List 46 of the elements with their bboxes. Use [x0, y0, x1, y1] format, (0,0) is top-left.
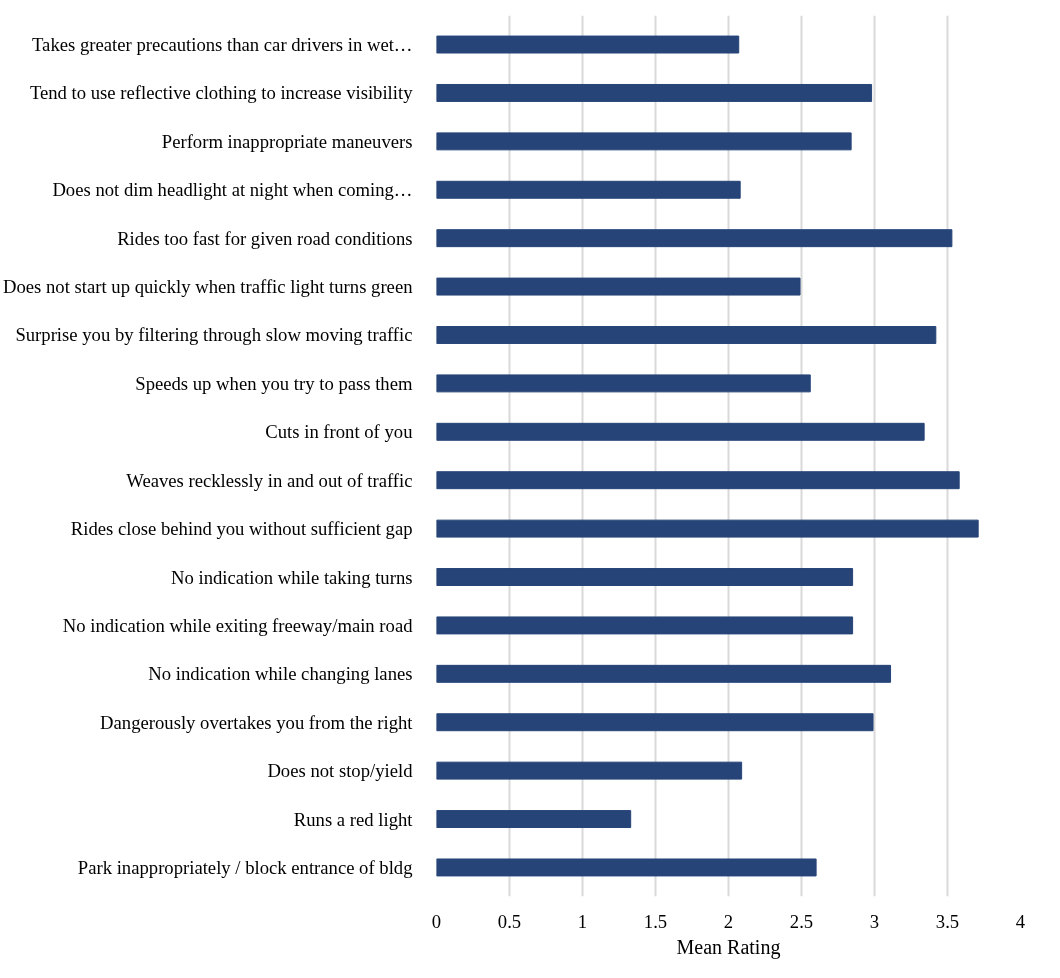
bar	[436, 519, 979, 538]
bar	[436, 229, 953, 248]
bar	[436, 35, 740, 54]
y-tick-label: Weaves recklessly in and out of traffic	[126, 469, 413, 491]
y-tick-label: Tend to use reflective clothing to increase visibility	[29, 82, 414, 104]
y-tick-label: Does not start up quickly when traffic light turns green	[3, 276, 414, 298]
y-tick-label: No indication while exiting freeway/main road	[62, 614, 414, 636]
x-tick-label: 3	[869, 910, 880, 932]
bar	[436, 858, 817, 877]
x-axis-title: Mean Rating	[676, 935, 781, 959]
bar	[436, 83, 873, 102]
bar	[436, 664, 892, 683]
y-tick-label: Does not dim headlight at night when coming…	[52, 179, 413, 201]
x-tick-label: 1	[577, 910, 588, 932]
bar	[436, 326, 937, 344]
x-tick-label: 2.5	[789, 910, 814, 932]
x-tick-label: 1.5	[643, 910, 668, 932]
y-tick-label: Park inappropriately / block entrance of bldg	[77, 856, 413, 878]
x-tick-label: 0.5	[497, 910, 522, 932]
bar	[436, 761, 743, 780]
x-tick-label: 3.5	[935, 910, 960, 932]
x-tick-label: 0	[431, 910, 442, 932]
bar	[436, 132, 852, 151]
x-tick-label: 4	[1015, 910, 1026, 932]
bar	[436, 713, 874, 732]
y-tick-label: Dangerously overtakes you from the right	[100, 711, 414, 733]
y-tick-label: Does not stop/yield	[267, 760, 414, 782]
y-tick-label: No indication while changing lanes	[148, 663, 413, 685]
bar	[436, 568, 854, 586]
y-tick-label: Rides close behind you without sufficient gap	[70, 518, 413, 540]
bar	[436, 374, 811, 393]
y-tick-label: Runs a red light	[293, 808, 414, 830]
bar	[436, 422, 925, 441]
bar	[436, 471, 960, 490]
bar	[436, 616, 854, 635]
y-tick-label: No indication while taking turns	[171, 566, 413, 588]
y-tick-label: Surprise you by filtering through slow moving traffic	[15, 324, 413, 346]
y-tick-label: Cuts in front of you	[265, 421, 414, 443]
bar	[436, 277, 801, 296]
y-tick-label: Rides too fast for given road conditions	[117, 227, 413, 249]
bar	[436, 180, 741, 199]
y-tick-label: Speeds up when you try to pass them	[135, 372, 413, 394]
y-tick-label: Takes greater precautions than car drivers in wet…	[32, 34, 413, 56]
y-tick-label: Perform inappropriate maneuvers	[161, 130, 413, 152]
x-tick-label: 2	[723, 910, 734, 932]
bar	[436, 810, 632, 829]
